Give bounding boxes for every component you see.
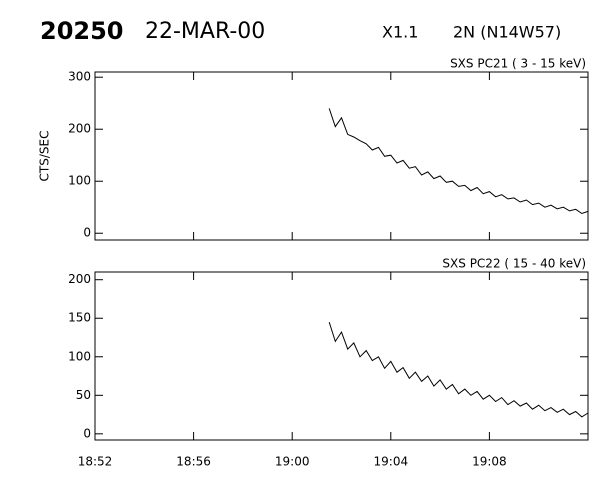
x-tick-label: 18:52 xyxy=(78,455,113,469)
y-tick-label: 200 xyxy=(68,122,91,136)
flare-class: X1.1 xyxy=(382,23,418,42)
event-date: 22-MAR-00 xyxy=(145,19,265,44)
x-tick-label: 19:00 xyxy=(275,455,310,469)
plot-frame xyxy=(94,71,589,241)
panel-title: SXS PC21 ( 3 - 15 keV) xyxy=(450,57,586,71)
y-tick-label: 100 xyxy=(68,174,91,188)
y-tick-label: 50 xyxy=(76,388,91,402)
y-tick-label: 100 xyxy=(68,349,91,363)
y-tick-label: 0 xyxy=(83,226,91,240)
flare-region: 2N (N14W57) xyxy=(453,23,561,42)
y-tick-label: 300 xyxy=(68,70,91,84)
panel-title: SXS PC22 ( 15 - 40 keV) xyxy=(442,257,586,271)
event-number: 20250 xyxy=(40,17,124,45)
x-tick-label: 19:08 xyxy=(472,455,507,469)
x-tick-label: 18:56 xyxy=(176,455,211,469)
y-tick-label: 0 xyxy=(83,426,91,440)
x-tick-label: 19:04 xyxy=(374,455,409,469)
y-tick-label: 150 xyxy=(68,311,91,325)
y-tick-label: 200 xyxy=(68,272,91,286)
y-axis-label: CTS/SEC xyxy=(38,131,52,182)
plot-frame xyxy=(94,271,589,441)
data-line xyxy=(328,321,589,418)
data-line xyxy=(328,108,589,215)
